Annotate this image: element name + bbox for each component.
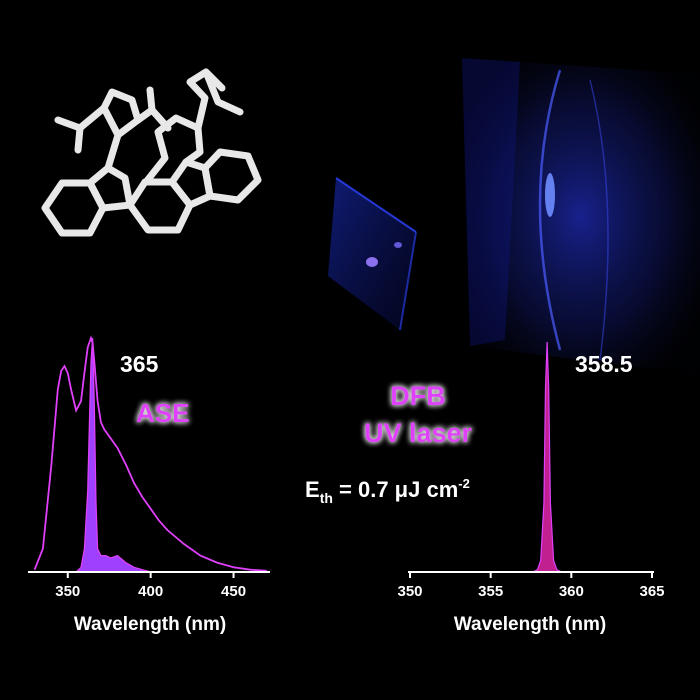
left-x-axis-title: Wavelength (nm) xyxy=(74,614,226,635)
left-tick-label-1: 400 xyxy=(138,583,163,600)
left-series-line xyxy=(33,335,267,572)
dfb-label-line2: UV laser xyxy=(364,418,473,448)
right-series-area-0 xyxy=(532,341,562,573)
light-streak-2 xyxy=(589,79,609,361)
right-tick-label-1: 355 xyxy=(478,583,503,600)
eth-subscript: th xyxy=(320,490,333,506)
molecular-structure-icon xyxy=(41,68,262,237)
eth-exponent: -2 xyxy=(458,476,470,491)
right-peak-label: 358.5 xyxy=(575,351,633,377)
laser-device-photo-icon xyxy=(328,58,700,375)
ase-spectrum-chart: 350 400 450 Wavelength (nm) 365 ASE xyxy=(28,335,270,635)
small-plate xyxy=(328,178,416,330)
left-tick-label-2: 450 xyxy=(221,583,246,600)
large-plate-shade xyxy=(462,58,520,346)
dfb-laser-chart: 350 355 360 365 Wavelength (nm) 358.5 xyxy=(397,341,665,635)
laser-spot-small xyxy=(366,257,378,267)
small-plate-edge-top xyxy=(335,177,417,233)
ase-label: ASE xyxy=(136,398,189,428)
laser-spot-small-2 xyxy=(394,242,402,248)
right-tick-label-3: 365 xyxy=(639,583,664,600)
right-tick-label-2: 360 xyxy=(559,583,584,600)
right-tick-label-0: 350 xyxy=(397,583,422,600)
threshold-label: Eth = 0.7 μJ cm-2 xyxy=(305,476,470,506)
light-streak-1 xyxy=(538,69,562,351)
left-series-area-1 xyxy=(74,337,151,573)
small-plate-edge-right xyxy=(399,231,417,331)
laser-spot-large xyxy=(545,173,555,217)
eth-value: = 0.7 μJ cm xyxy=(333,477,458,502)
dfb-annotation: DFB UV laser Eth = 0.7 μJ cm-2 xyxy=(305,381,473,506)
large-plate xyxy=(462,58,700,375)
left-peak-label: 365 xyxy=(120,351,159,377)
eth-symbol: E xyxy=(305,477,320,502)
dfb-label-line1: DFB xyxy=(390,381,446,411)
left-tick-label-0: 350 xyxy=(55,583,80,600)
right-x-axis-title: Wavelength (nm) xyxy=(454,614,606,635)
